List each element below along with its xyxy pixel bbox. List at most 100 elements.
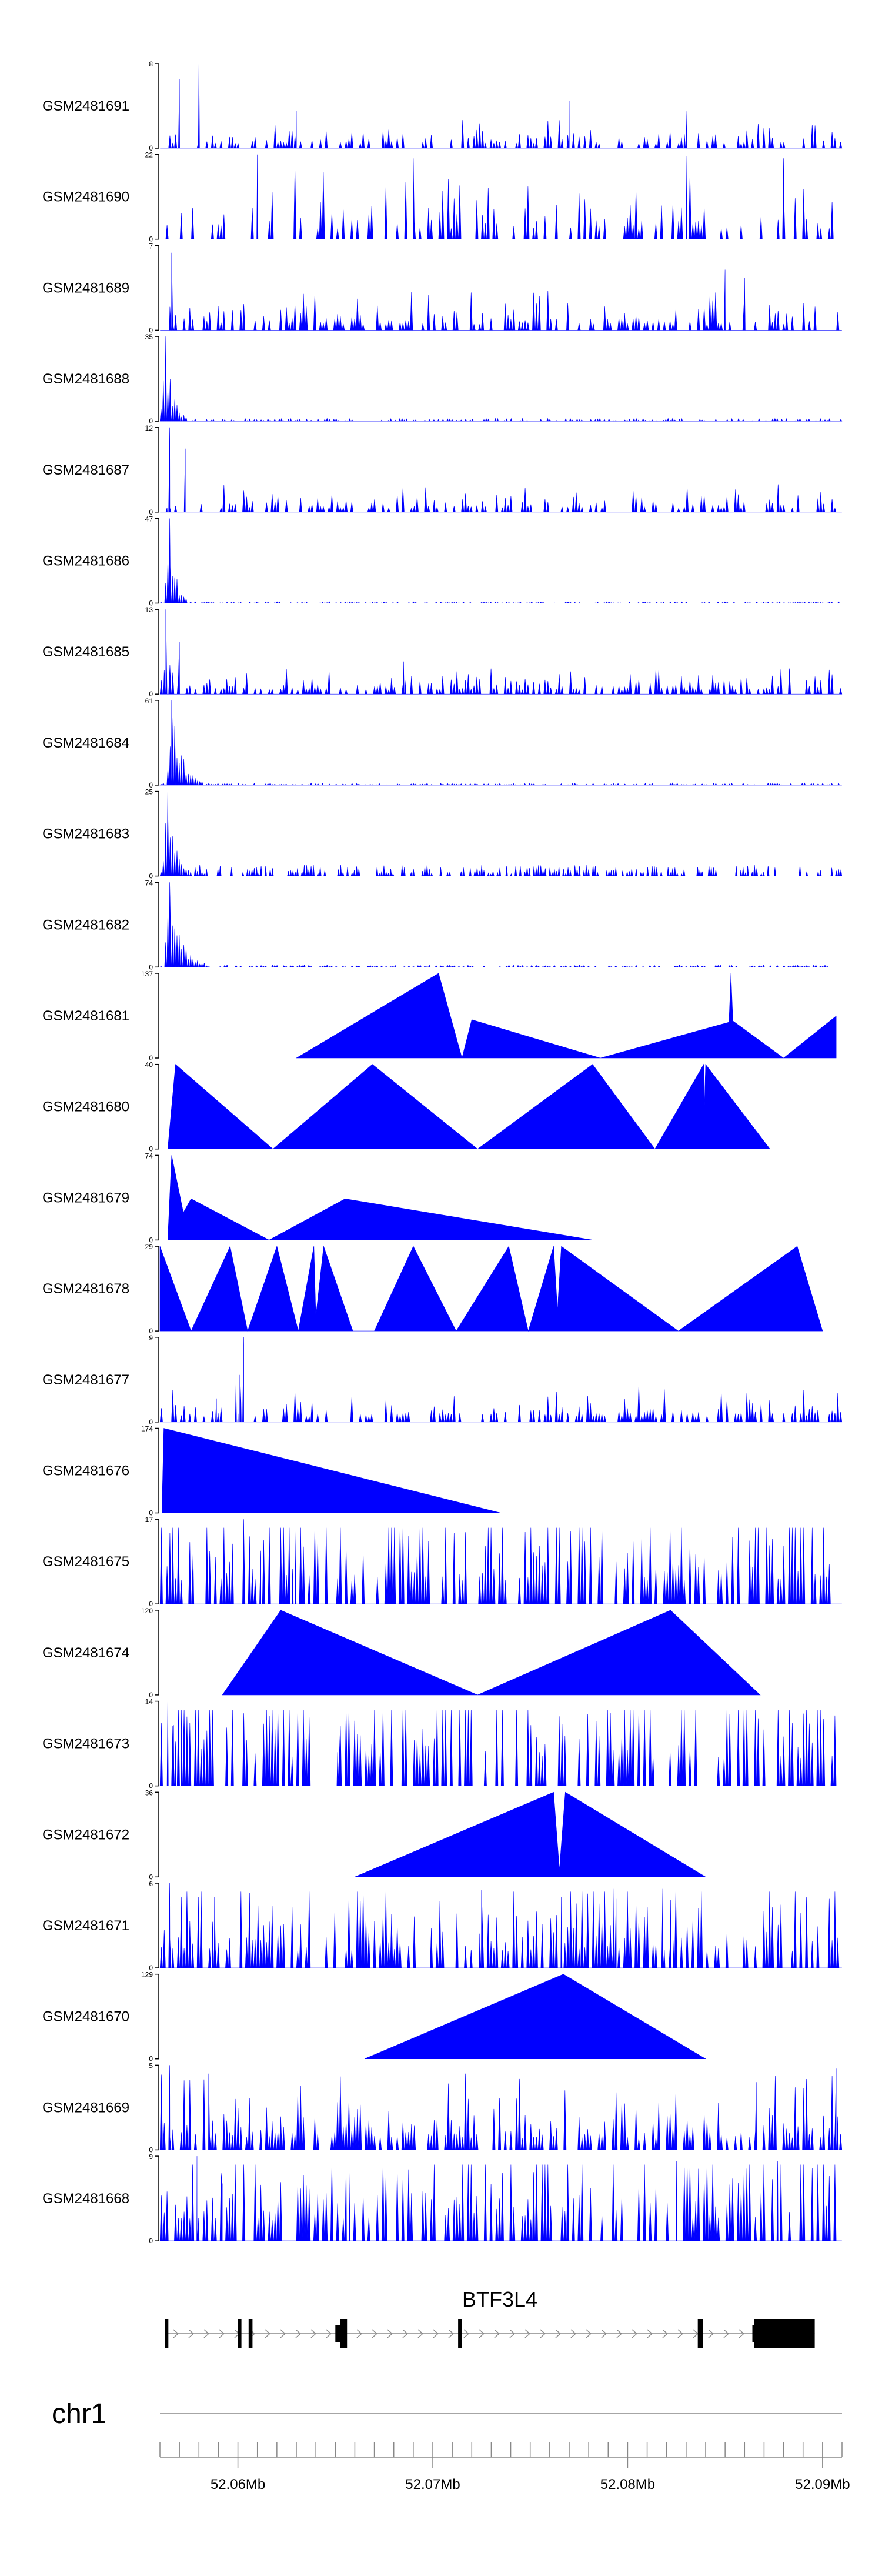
track-gsm2481679: GSM2481679 74 0 — [42, 1152, 593, 1244]
track-label: GSM2481674 — [42, 1645, 129, 1661]
track-y-max-label: 29 — [145, 1243, 153, 1251]
coverage-area — [160, 252, 842, 331]
gene-strand-arrow — [570, 2329, 577, 2338]
coverage-area — [159, 1519, 842, 1604]
gene-exon — [340, 2319, 348, 2348]
gene-strand-arrow — [662, 2329, 669, 2338]
track-y-zero-label: 0 — [149, 144, 153, 152]
track-gsm2481675: GSM2481675 17 0 — [42, 1516, 842, 1608]
track-label: GSM2481675 — [42, 1554, 129, 1570]
coverage-area — [159, 336, 843, 422]
track-label: GSM2481683 — [42, 826, 129, 842]
gene-strand-arrow — [555, 2329, 562, 2338]
track-label: GSM2481681 — [42, 1008, 129, 1024]
gene-strand-arrow — [417, 2329, 424, 2338]
gene-strand-arrow — [509, 2329, 516, 2338]
coverage-area — [161, 1428, 502, 1513]
coverage-area — [167, 1155, 593, 1240]
gene-strand-arrow — [601, 2329, 607, 2338]
gene-strand-arrow — [524, 2329, 531, 2338]
gene-strand-arrow — [494, 2329, 500, 2338]
track-y-zero-label: 0 — [149, 2145, 153, 2154]
gene-model: BTF3L4 — [165, 2287, 815, 2348]
track-y-zero-label: 0 — [149, 1600, 153, 1608]
gene-label: BTF3L4 — [462, 2287, 537, 2311]
track-label: GSM2481691 — [42, 98, 129, 114]
track-y-zero-label: 0 — [149, 1509, 153, 1517]
track-gsm2481672: GSM2481672 36 0 — [42, 1788, 707, 1881]
gene-strand-arrow — [723, 2329, 730, 2338]
track-y-max-label: 5 — [149, 2061, 153, 2070]
track-gsm2481681: GSM2481681 137 0 — [42, 970, 837, 1062]
coverage-area — [167, 1063, 771, 1150]
track-y-zero-label: 0 — [149, 1964, 153, 1972]
coverage-area — [160, 427, 842, 513]
track-y-max-label: 14 — [145, 1698, 153, 1706]
track-y-zero-label: 0 — [149, 2237, 153, 2245]
gene-exon — [238, 2319, 242, 2348]
track-y-zero-label: 0 — [149, 1327, 153, 1335]
coverage-area — [159, 2156, 842, 2241]
gene-strand-arrow — [265, 2329, 271, 2338]
track-gsm2481683: GSM2481683 25 0 — [42, 788, 843, 880]
track-gsm2481685: GSM2481685 13 0 — [42, 606, 843, 698]
track-label: GSM2481671 — [42, 1918, 129, 1934]
track-y-max-label: 7 — [149, 242, 153, 250]
track-y-zero-label: 0 — [149, 1418, 153, 1426]
gene-strand-arrow — [616, 2329, 623, 2338]
track-y-zero-label: 0 — [149, 1145, 153, 1153]
gene-strand-arrow — [326, 2329, 332, 2338]
gene-strand-arrow — [188, 2329, 195, 2338]
track-y-max-label: 25 — [145, 788, 153, 796]
track-label: GSM2481668 — [42, 2191, 129, 2207]
track-gsm2481677: GSM2481677 9 0 — [42, 1334, 843, 1426]
gene-strand-arrow — [448, 2329, 455, 2338]
coverage-area — [159, 1337, 843, 1423]
track-y-zero-label: 0 — [149, 599, 153, 608]
track-y-max-label: 129 — [141, 1971, 153, 1979]
track-label: GSM2481680 — [42, 1099, 129, 1115]
track-y-max-label: 13 — [145, 606, 153, 614]
coverage-area — [159, 1883, 842, 1968]
track-y-zero-label: 0 — [149, 326, 153, 334]
track-gsm2481686: GSM2481686 47 0 — [42, 515, 842, 608]
coverage-area — [159, 2065, 843, 2150]
track-label: GSM2481682 — [42, 917, 129, 933]
genome-tick-label: 52.06Mb — [211, 2477, 265, 2492]
gene-strand-arrow — [647, 2329, 653, 2338]
track-gsm2481682: GSM2481682 74 0 — [42, 879, 842, 971]
gene-strand-arrow — [739, 2329, 745, 2338]
track-y-max-label: 22 — [145, 151, 153, 159]
track-gsm2481671: GSM2481671 6 0 — [42, 1880, 842, 1972]
coverage-area — [295, 973, 837, 1059]
track-y-zero-label: 0 — [149, 781, 153, 789]
gene-strand-arrow — [463, 2329, 470, 2338]
track-gsm2481673: GSM2481673 14 0 — [42, 1698, 842, 1790]
gene-strand-arrow — [203, 2329, 210, 2338]
track-y-zero-label: 0 — [149, 1054, 153, 1062]
track-y-zero-label: 0 — [149, 872, 153, 880]
track-y-max-label: 40 — [145, 1061, 153, 1069]
track-label: GSM2481677 — [42, 1372, 129, 1388]
track-label: GSM2481669 — [42, 2100, 129, 2115]
coverage-area — [159, 609, 843, 695]
track-label: GSM2481678 — [42, 1281, 129, 1297]
track-y-max-label: 8 — [149, 60, 153, 68]
gene-strand-arrow — [280, 2329, 286, 2338]
gene-strand-arrow — [433, 2329, 439, 2338]
track-label: GSM2481689 — [42, 280, 129, 296]
coverage-area — [159, 1701, 842, 1786]
gene-strand-arrow — [387, 2329, 393, 2338]
track-label: GSM2481686 — [42, 553, 129, 569]
track-gsm2481691: GSM2481691 8 0 — [42, 60, 843, 152]
track-y-zero-label: 0 — [149, 508, 153, 516]
track-y-zero-label: 0 — [149, 690, 153, 698]
track-gsm2481690: GSM2481690 22 0 — [42, 151, 842, 243]
gene-strand-arrow — [677, 2329, 684, 2338]
track-y-max-label: 61 — [145, 697, 153, 705]
gene-exon — [697, 2319, 703, 2348]
track-gsm2481684: GSM2481684 61 0 — [42, 697, 842, 789]
track-gsm2481676: GSM2481676 174 0 — [42, 1425, 502, 1517]
gene-exon — [165, 2319, 169, 2348]
